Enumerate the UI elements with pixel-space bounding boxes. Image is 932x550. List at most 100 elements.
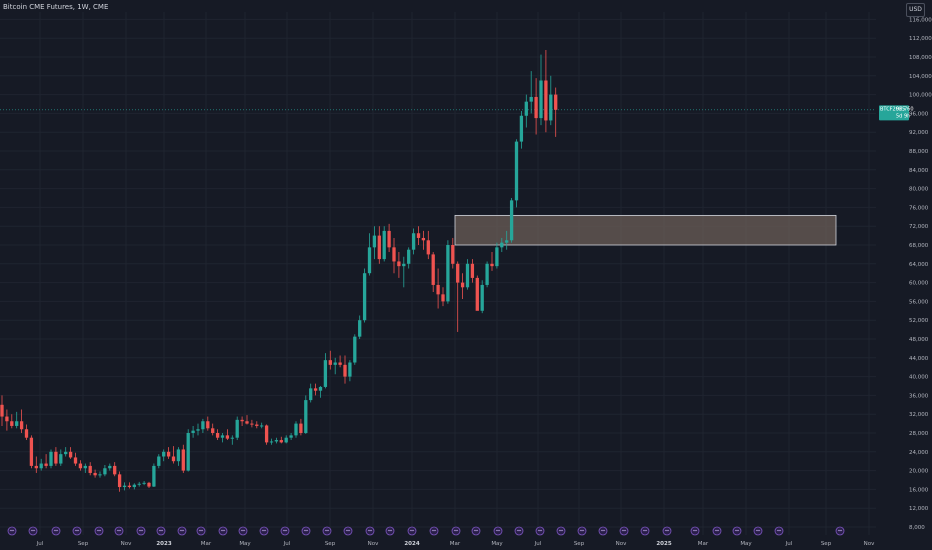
- event-flag-icon[interactable]: [598, 526, 608, 536]
- price-tick-label: 12,000: [909, 506, 929, 512]
- event-flag-icon-mark: [621, 529, 627, 532]
- event-flag-icon[interactable]: [7, 526, 17, 536]
- candle-body: [88, 465, 92, 473]
- price-tick-label: 92,000: [909, 130, 929, 136]
- candle-body: [441, 294, 445, 302]
- event-flag-icon[interactable]: [259, 526, 269, 536]
- event-flag-icon[interactable]: [136, 526, 146, 536]
- candle-body: [446, 245, 450, 302]
- event-flag-icon[interactable]: [28, 526, 38, 536]
- candle-body: [176, 449, 181, 462]
- candle-body: [235, 419, 239, 438]
- event-flag-icon[interactable]: [343, 526, 353, 536]
- candle-body: [465, 263, 470, 288]
- range-zone-box[interactable]: [454, 214, 837, 246]
- candle-body: [49, 451, 53, 466]
- candle-body: [152, 465, 156, 487]
- candle-body: [554, 94, 558, 110]
- event-flag-icon[interactable]: [640, 526, 650, 536]
- candle-body: [250, 423, 254, 425]
- price-tick-label: 72,000: [909, 224, 929, 230]
- event-flag-icon[interactable]: [114, 526, 124, 536]
- event-flag-icon[interactable]: [322, 526, 332, 536]
- time-axis[interactable]: Jul Sep Nov 2023 Mar May Jul Sep Nov 2024 Mar May Ju…: [36, 541, 875, 547]
- event-flag-icon[interactable]: [407, 526, 417, 536]
- event-flag-icon-mark: [734, 529, 740, 532]
- candle-body: [19, 421, 24, 430]
- candle-body: [245, 421, 249, 424]
- event-flag-icon[interactable]: [72, 526, 82, 536]
- candle-body: [367, 247, 372, 274]
- candle-body: [211, 428, 215, 433]
- event-flag-icon[interactable]: [556, 526, 566, 536]
- event-icons[interactable]: [7, 526, 845, 536]
- event-flag-icon[interactable]: [51, 526, 61, 536]
- event-flag-icon[interactable]: [662, 526, 672, 536]
- candle-body: [215, 433, 220, 438]
- candle-body: [29, 437, 34, 466]
- candle-body: [54, 451, 58, 464]
- event-flag-icon-mark: [116, 529, 122, 532]
- candle-body: [480, 284, 484, 311]
- price-tag-symbol: BTCF2025: [880, 106, 905, 112]
- event-flag-icon[interactable]: [535, 526, 545, 536]
- event-flag-icon[interactable]: [514, 526, 524, 536]
- event-flag-icon[interactable]: [712, 526, 722, 536]
- event-flag-icon[interactable]: [619, 526, 629, 536]
- event-flag-icon[interactable]: [385, 526, 395, 536]
- event-flag-icon[interactable]: [301, 526, 311, 536]
- price-axis[interactable]: 116,000 112,000 108,000 104,000 100,000 96,00…: [909, 17, 932, 531]
- event-flag-icon[interactable]: [493, 526, 503, 536]
- event-flag-icon[interactable]: [451, 526, 461, 536]
- candle-body: [142, 482, 146, 484]
- event-flag-icon[interactable]: [177, 526, 187, 536]
- event-flag-icon[interactable]: [238, 526, 248, 536]
- event-flag-icon[interactable]: [690, 526, 700, 536]
- event-flag-icon[interactable]: [732, 526, 742, 536]
- candle-body: [240, 419, 244, 422]
- candle-body: [225, 435, 230, 439]
- event-flag-icon[interactable]: [196, 526, 206, 536]
- event-flag-icon[interactable]: [774, 526, 784, 536]
- currency-button[interactable]: USD: [906, 3, 925, 17]
- time-tick-label: Jul: [785, 541, 793, 547]
- event-flag-icon[interactable]: [753, 526, 763, 536]
- event-flag-icon[interactable]: [471, 526, 481, 536]
- candle-body: [318, 386, 323, 391]
- candle-body: [39, 463, 43, 469]
- candle-body: [348, 362, 352, 377]
- candle-body: [10, 421, 14, 426]
- candle-body: [524, 101, 528, 116]
- candle-body: [470, 263, 475, 278]
- price-tick-label: 56,000: [909, 299, 929, 305]
- price-tick-label: 24,000: [909, 450, 929, 456]
- event-flag-icon-mark: [282, 529, 288, 532]
- range-zone[interactable]: [454, 214, 837, 246]
- event-flag-icon[interactable]: [94, 526, 104, 536]
- candle-body: [206, 421, 210, 429]
- candle-body: [328, 360, 332, 365]
- price-tag: BTCF2025 96,760 5d 9h: [879, 105, 914, 121]
- price-tick-label: 112,000: [909, 36, 932, 42]
- event-flag-icon[interactable]: [835, 526, 845, 536]
- candle-body: [539, 80, 543, 119]
- candle-body: [353, 336, 357, 363]
- time-tick-label: May: [740, 541, 752, 547]
- event-flag-icon-mark: [692, 529, 698, 532]
- candle-body: [294, 423, 298, 436]
- event-flag-icon[interactable]: [577, 526, 587, 536]
- candle-body: [181, 449, 185, 471]
- event-flag-icon[interactable]: [156, 526, 166, 536]
- price-tick-label: 108,000: [909, 55, 932, 61]
- event-flag-icon[interactable]: [280, 526, 290, 536]
- time-tick-label: Sep: [325, 541, 336, 547]
- candle-body: [490, 263, 494, 267]
- event-flag-icon[interactable]: [218, 526, 228, 536]
- event-flag-icon-mark: [837, 529, 843, 532]
- event-flag-icon[interactable]: [365, 526, 375, 536]
- event-flag-icon-mark: [495, 529, 501, 532]
- event-flag-icon[interactable]: [429, 526, 439, 536]
- event-flag-icon-mark: [53, 529, 59, 532]
- candle-body: [500, 242, 504, 248]
